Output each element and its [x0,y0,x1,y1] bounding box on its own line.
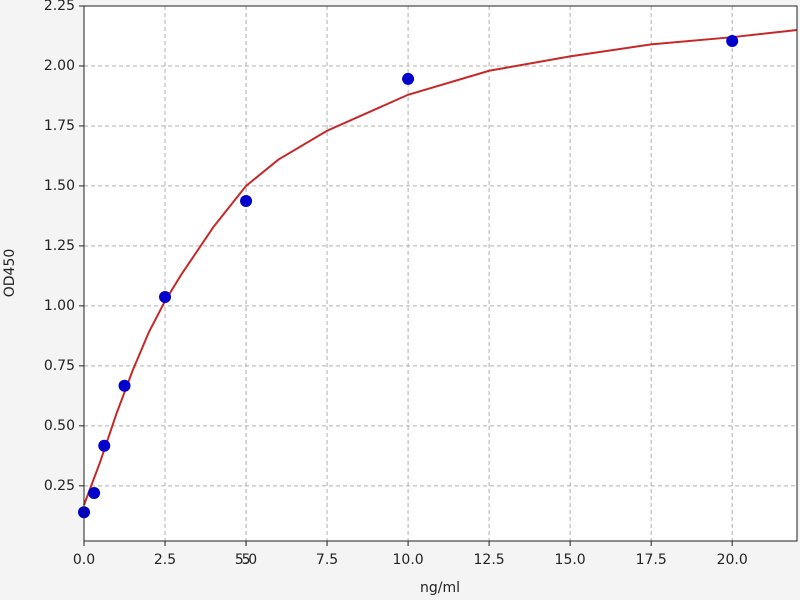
x-tick-label: 5.0 [235,552,257,568]
y-tick-label: 1.25 [44,238,75,254]
plot-frame [83,5,798,542]
x-tick-label: 15.0 [555,552,586,568]
y-tick-label: 1.00 [44,298,75,314]
y-tick-label: 2.00 [44,58,75,74]
y-axis-label: OD450 [2,249,18,298]
y-tick-label: 0.25 [44,478,75,494]
data-point [88,487,101,500]
x-tick-label: 2.5 [154,552,176,568]
x-axis-label: ng/ml [420,580,460,596]
data-point [118,379,131,392]
plot-area [84,6,797,541]
data-point [402,72,415,85]
x-tick-label: 5 [242,552,251,568]
data-point [98,439,111,452]
y-tick-label: 0.75 [44,358,75,374]
data-point [159,291,172,304]
data-point [726,35,739,48]
x-tick-label: 7.5 [316,552,338,568]
x-tick-label: 10.0 [393,552,424,568]
x-tick-label: 0.0 [73,552,95,568]
x-tick-label: 17.5 [636,552,667,568]
data-point [240,195,253,208]
y-tick-label: 0.50 [44,418,75,434]
x-tick-label: 20.0 [717,552,748,568]
x-tick-label: 12.5 [474,552,505,568]
y-tick-label: 2.25 [44,0,75,14]
y-tick-label: 1.75 [44,118,75,134]
y-tick-label: 1.50 [44,178,75,194]
